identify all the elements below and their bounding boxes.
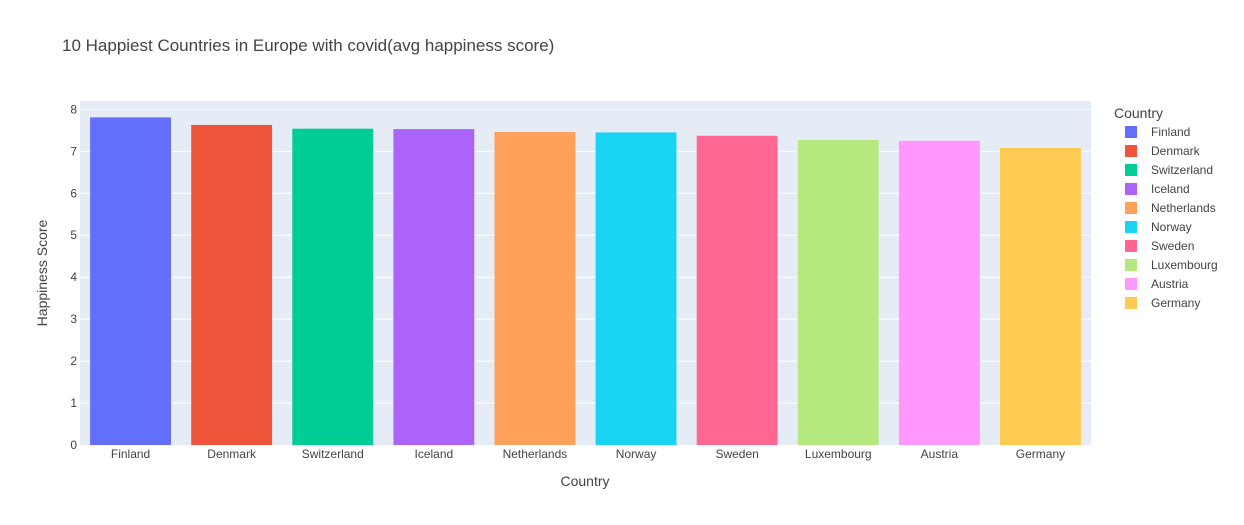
bar-switzerland: [292, 128, 374, 445]
y-tick-label: 0: [70, 438, 77, 452]
legend-label: Iceland: [1151, 182, 1190, 196]
y-tick-label: 4: [70, 270, 77, 284]
bar-finland: [90, 117, 171, 446]
bar-sweden: [696, 135, 778, 445]
bar-netherlands: [494, 132, 576, 446]
bar-luxembourg: [797, 140, 879, 445]
legend-swatch: [1125, 297, 1137, 309]
legend-swatch: [1125, 221, 1137, 233]
legend-swatch: [1125, 145, 1137, 157]
legend-label: Sweden: [1151, 239, 1194, 253]
x-axis-ticks: Finland Denmark Switzerland Iceland Netherla…: [111, 447, 1065, 461]
x-tick-label: Switzerland: [302, 447, 364, 461]
x-tick-label: Sweden: [715, 447, 758, 461]
legend: Country Finland Denmark Switzerland Iceland…: [1114, 105, 1218, 310]
x-tick-label: Netherlands: [503, 447, 568, 461]
legend-label: Austria: [1151, 277, 1189, 291]
y-tick-label: 1: [70, 396, 77, 410]
x-axis-title: Country: [560, 473, 609, 489]
legend-title: Country: [1114, 105, 1163, 121]
x-tick-label: Austria: [921, 447, 959, 461]
x-tick-label: Iceland: [414, 447, 453, 461]
bar-denmark: [191, 124, 273, 445]
y-tick-label: 8: [70, 102, 77, 116]
y-tick-label: 2: [70, 354, 77, 368]
bars: [90, 117, 1081, 446]
x-tick-label: Luxembourg: [805, 447, 872, 461]
bar-germany: [1000, 147, 1081, 446]
bar-norway: [595, 132, 677, 445]
legend-swatch: [1125, 259, 1137, 271]
legend-swatch: [1125, 126, 1137, 138]
bar-iceland: [393, 129, 475, 446]
x-tick-label: Denmark: [207, 447, 257, 461]
legend-swatch: [1125, 278, 1137, 290]
legend-swatch: [1125, 240, 1137, 252]
legend-label: Netherlands: [1151, 201, 1216, 215]
bar-austria: [898, 140, 980, 446]
x-tick-label: Germany: [1016, 447, 1065, 461]
y-axis-ticks: 0 1 2 3 4 5 6 7 8: [70, 102, 77, 452]
legend-swatch: [1125, 183, 1137, 195]
legend-swatch: [1125, 202, 1137, 214]
y-tick-label: 6: [70, 186, 77, 200]
legend-label: Switzerland: [1151, 163, 1213, 177]
chart-title: 10 Happiest Countries in Europe with cov…: [62, 36, 554, 55]
y-axis-title: Happiness Score: [34, 219, 50, 326]
y-tick-label: 5: [70, 228, 77, 242]
legend-label: Finland: [1151, 125, 1190, 139]
legend-label: Luxembourg: [1151, 258, 1218, 272]
x-tick-label: Norway: [616, 447, 657, 461]
x-tick-label: Finland: [111, 447, 150, 461]
legend-label: Germany: [1151, 296, 1200, 310]
legend-label: Norway: [1151, 220, 1192, 234]
y-tick-label: 7: [70, 144, 77, 158]
legend-swatch: [1125, 164, 1137, 176]
y-tick-label: 3: [70, 312, 77, 326]
legend-label: Denmark: [1151, 144, 1201, 158]
